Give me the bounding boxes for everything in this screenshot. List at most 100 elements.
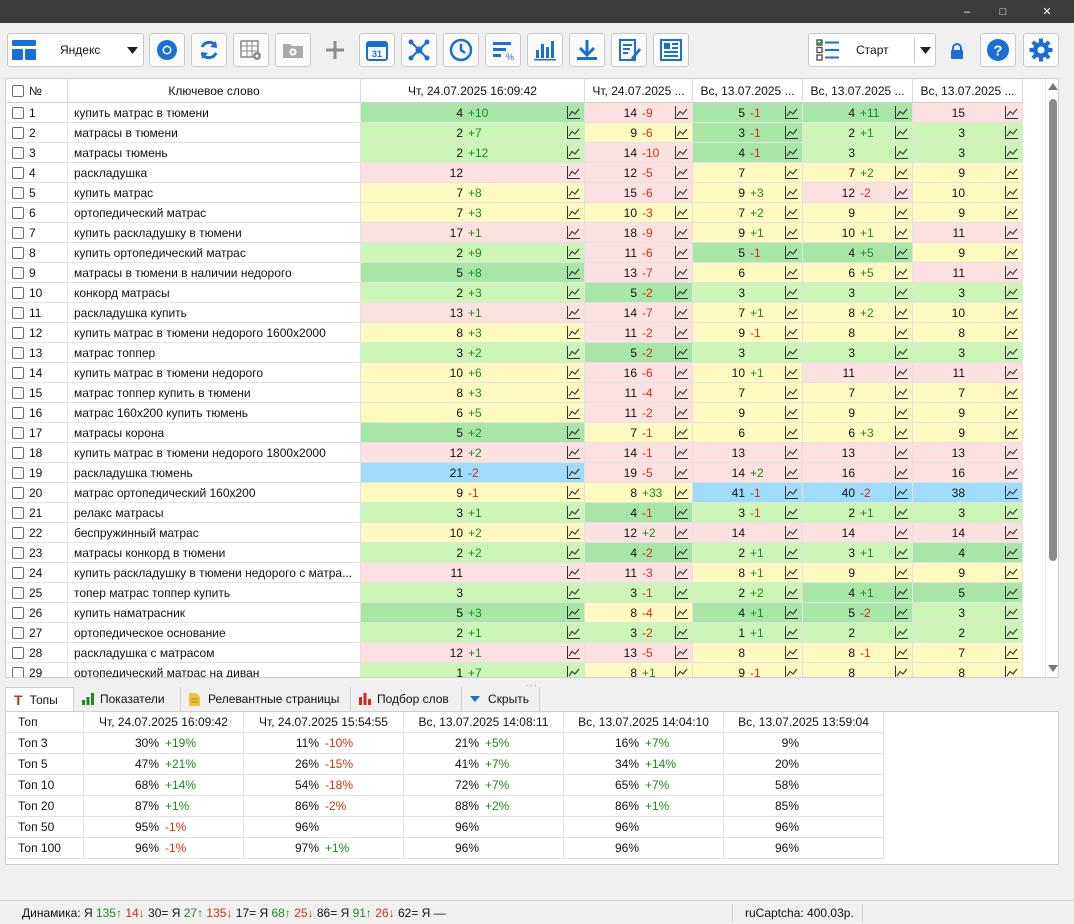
table-row[interactable]: 4 раскладушка 12 12 -5 7 7 +2 9 <box>6 163 1023 183</box>
position-cell[interactable]: 9 <box>803 203 913 223</box>
position-cell[interactable]: 12 +1 <box>361 643 585 663</box>
table-row[interactable]: 5 купить матрас 7 +8 15 -6 9 +3 12 -2 10 <box>6 183 1023 203</box>
position-cell[interactable]: 9 <box>913 243 1023 263</box>
tab-indicators[interactable]: Показатели <box>74 687 181 711</box>
position-cell[interactable]: 6 +5 <box>361 403 585 423</box>
trend-chart-icon[interactable] <box>785 126 798 139</box>
position-cell[interactable]: 14 <box>693 523 803 543</box>
position-cell[interactable]: 12 -2 <box>803 183 913 203</box>
position-cell[interactable]: 3 <box>693 343 803 363</box>
trend-chart-icon[interactable] <box>895 606 908 619</box>
position-cell[interactable]: 6 +5 <box>803 263 913 283</box>
trend-chart-icon[interactable] <box>1005 586 1018 599</box>
trend-chart-icon[interactable] <box>785 306 798 319</box>
trend-chart-icon[interactable] <box>895 146 908 159</box>
trend-chart-icon[interactable] <box>567 366 580 379</box>
lock-icon[interactable] <box>950 43 964 59</box>
trend-chart-icon[interactable] <box>1005 566 1018 579</box>
keyword-cell[interactable]: матрасы в тюмени в наличии недорого <box>68 263 361 283</box>
keyword-cell[interactable]: купить раскладушку в тюмени недорого с м… <box>68 563 361 583</box>
position-cell[interactable]: 40 -2 <box>803 483 913 503</box>
trend-chart-icon[interactable] <box>567 646 580 659</box>
stats-button[interactable] <box>527 33 563 67</box>
row-checkbox[interactable] <box>12 666 24 677</box>
position-cell[interactable]: 14 -10 <box>585 143 693 163</box>
sort-percent-button[interactable]: % <box>485 33 521 67</box>
position-cell[interactable]: 11 <box>361 563 585 583</box>
position-cell[interactable]: 9 <box>913 203 1023 223</box>
trend-chart-icon[interactable] <box>567 566 580 579</box>
position-cell[interactable]: 4 -1 <box>693 143 803 163</box>
position-cell[interactable]: 9 <box>913 163 1023 183</box>
position-cell[interactable]: 3 <box>913 603 1023 623</box>
table-row[interactable]: 11 раскладушка купить 13 +1 14 -7 7 +1 8 +2 10 <box>6 303 1023 323</box>
keyword-cell[interactable]: матрас ортопедический 160x200 <box>68 483 361 503</box>
keyword-cell[interactable]: матрасы конкорд в тюмени <box>68 543 361 563</box>
position-cell[interactable]: 7 +3 <box>361 203 585 223</box>
settings-button[interactable] <box>1023 33 1059 67</box>
table-row[interactable]: 2 матрасы в тюмени 2 +7 9 -6 3 -1 2 +1 3 <box>6 123 1023 143</box>
keyword-cell[interactable]: купить наматрасник <box>68 603 361 623</box>
tab-relevant-pages[interactable]: Релевантные страницы <box>181 687 351 711</box>
trend-chart-icon[interactable] <box>895 226 908 239</box>
trend-chart-icon[interactable] <box>567 426 580 439</box>
position-cell[interactable]: 2 <box>803 623 913 643</box>
position-cell[interactable]: 10 +2 <box>361 523 585 543</box>
trend-chart-icon[interactable] <box>1005 326 1018 339</box>
trend-chart-icon[interactable] <box>675 106 688 119</box>
position-cell[interactable]: 8 <box>913 323 1023 343</box>
tab-hide[interactable]: Скрыть <box>462 687 540 711</box>
position-cell[interactable]: 5 +8 <box>361 263 585 283</box>
table-row[interactable]: 20 матрас ортопедический 160x200 9 -1 8 +33 41… <box>6 483 1023 503</box>
keyword-cell[interactable]: матрасы корона <box>68 423 361 443</box>
scroll-up-icon[interactable] <box>1048 83 1058 90</box>
position-cell[interactable]: 3 <box>803 143 913 163</box>
trend-chart-icon[interactable] <box>895 206 908 219</box>
trend-chart-icon[interactable] <box>1005 346 1018 359</box>
keyword-cell[interactable]: беспружинный матрас <box>68 523 361 543</box>
trend-chart-icon[interactable] <box>785 406 798 419</box>
trend-chart-icon[interactable] <box>1005 286 1018 299</box>
calendar-button[interactable]: 31 <box>359 33 395 67</box>
position-cell[interactable]: 16 <box>803 463 913 483</box>
position-cell[interactable]: 5 -1 <box>693 243 803 263</box>
position-cell[interactable]: 12 +2 <box>361 443 585 463</box>
row-checkbox[interactable] <box>12 246 24 259</box>
trend-chart-icon[interactable] <box>675 526 688 539</box>
table-row[interactable]: 3 матрасы тюмень 2 +12 14 -10 4 -1 3 3 <box>6 143 1023 163</box>
row-checkbox[interactable] <box>12 286 24 299</box>
position-cell[interactable]: 8 +2 <box>803 303 913 323</box>
table-row[interactable]: 10 конкорд матрасы 2 +3 5 -2 3 3 3 <box>6 283 1023 303</box>
trend-chart-icon[interactable] <box>567 166 580 179</box>
trend-chart-icon[interactable] <box>675 666 688 677</box>
trend-chart-icon[interactable] <box>675 306 688 319</box>
row-checkbox[interactable] <box>12 466 24 479</box>
row-checkbox[interactable] <box>12 386 24 399</box>
trend-chart-icon[interactable] <box>675 586 688 599</box>
trend-chart-icon[interactable] <box>785 426 798 439</box>
position-cell[interactable]: 3 <box>693 283 803 303</box>
position-cell[interactable]: 11 <box>803 363 913 383</box>
position-cell[interactable]: 11 -6 <box>585 243 693 263</box>
position-cell[interactable]: 41 -1 <box>693 483 803 503</box>
position-cell[interactable]: 4 +1 <box>803 583 913 603</box>
trend-chart-icon[interactable] <box>895 346 908 359</box>
trend-chart-icon[interactable] <box>675 606 688 619</box>
keyword-cell[interactable]: релакс матрасы <box>68 503 361 523</box>
trend-chart-icon[interactable] <box>1005 146 1018 159</box>
position-cell[interactable]: 10 <box>913 183 1023 203</box>
position-cell[interactable]: 8 <box>693 643 803 663</box>
position-cell[interactable]: 9 -1 <box>693 663 803 677</box>
position-cell[interactable]: 2 +3 <box>361 283 585 303</box>
keyword-cell[interactable]: раскладушка с матрасом <box>68 643 361 663</box>
trend-chart-icon[interactable] <box>895 566 908 579</box>
position-cell[interactable]: 19 -5 <box>585 463 693 483</box>
trend-chart-icon[interactable] <box>785 206 798 219</box>
position-cell[interactable]: 9 <box>693 403 803 423</box>
keyword-cell[interactable]: купить матрас в тюмени <box>68 103 361 123</box>
keyword-cell[interactable]: купить матрас в тюмени недорого <box>68 363 361 383</box>
position-cell[interactable]: 3 <box>913 503 1023 523</box>
row-checkbox[interactable] <box>12 606 24 619</box>
row-checkbox[interactable] <box>12 266 24 279</box>
splitter-handle[interactable]: ··· <box>525 680 538 691</box>
